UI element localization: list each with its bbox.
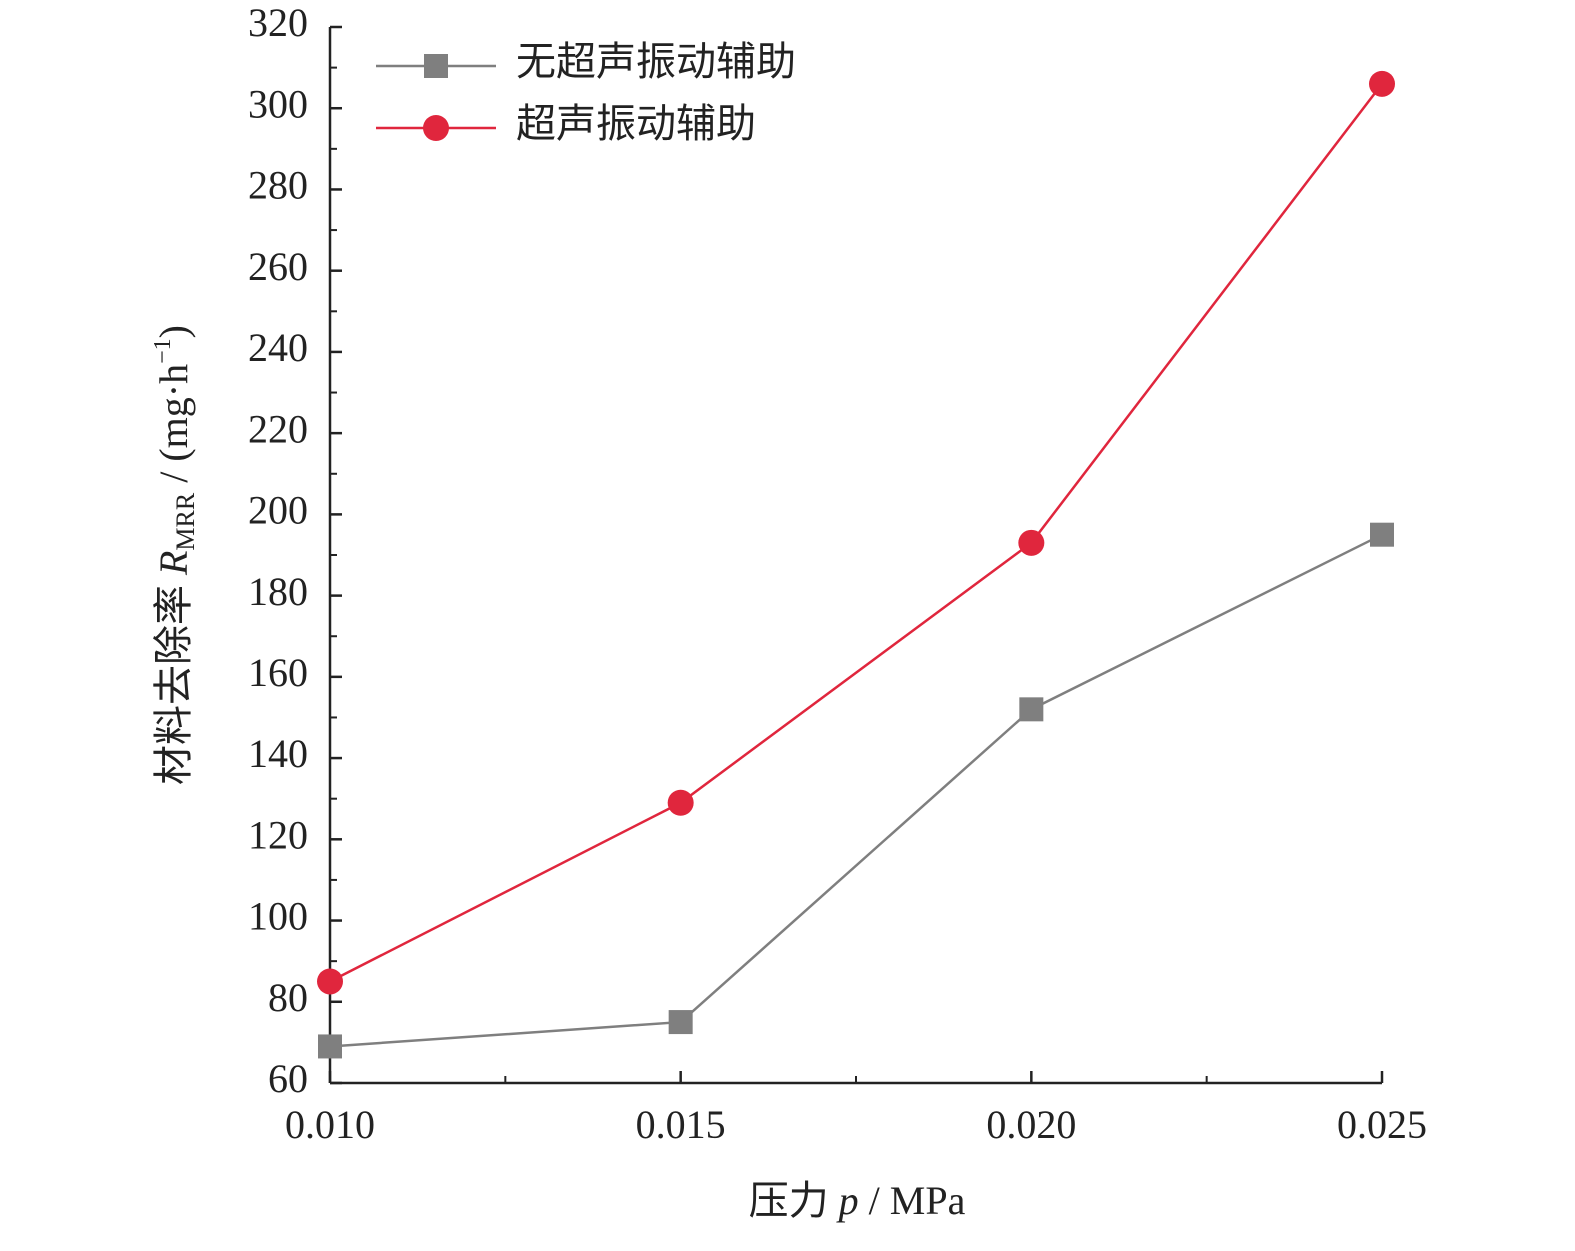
- marker: [1019, 697, 1044, 722]
- y-tick-label: 320: [248, 0, 308, 45]
- marker: [667, 789, 694, 816]
- y-label-name: 材料去除率: [151, 575, 196, 785]
- x-tick-label: 0.025: [1337, 1102, 1427, 1147]
- marker: [1018, 529, 1045, 556]
- legend-label: 超声振动辅助: [516, 101, 756, 146]
- series-line: [329, 83, 1383, 983]
- legend-marker: [424, 54, 448, 78]
- legend-marker: [423, 115, 449, 141]
- legend-label: 无超声振动辅助: [516, 39, 796, 84]
- marker: [318, 1034, 342, 1059]
- y-tick-label: 280: [248, 163, 308, 208]
- y-tick-label: 120: [248, 812, 308, 857]
- y-tick-label: 300: [248, 81, 308, 126]
- y-tick-label: 240: [248, 325, 308, 370]
- y-tick-label: 220: [248, 406, 308, 451]
- y-label-sub: MRR: [171, 492, 200, 550]
- y-axis-label: 材料去除率 RMRR / (mg·h−1): [150, 325, 200, 785]
- y-label-close: ): [151, 325, 196, 338]
- y-label-sup: −1: [150, 338, 176, 364]
- x-tick-label: 0.020: [986, 1102, 1076, 1147]
- y-tick-label: 200: [248, 488, 308, 533]
- y-tick-label: 180: [248, 569, 308, 614]
- marker: [1370, 522, 1394, 547]
- y-label-var: R: [151, 551, 196, 576]
- marker: [668, 1010, 693, 1035]
- y-label-unit: / (mg·h: [151, 364, 196, 493]
- y-tick-label: 160: [248, 650, 308, 695]
- x-tick-label: 0.010: [285, 1102, 375, 1147]
- x-label-name: 压力: [749, 1178, 839, 1223]
- x-label-unit: / MPa: [859, 1178, 966, 1223]
- marker: [1369, 70, 1395, 97]
- y-tick-label: 100: [248, 894, 308, 939]
- marker: [317, 968, 343, 995]
- y-tick-label: 260: [248, 244, 308, 289]
- x-axis-label: 压力 p / MPa: [749, 1178, 966, 1223]
- y-tick-label: 80: [268, 975, 308, 1020]
- series-line: [329, 533, 1383, 1048]
- y-tick-label: 60: [268, 1056, 308, 1101]
- y-tick-label: 140: [248, 731, 308, 776]
- x-label-var: p: [836, 1178, 859, 1223]
- x-tick-label: 0.015: [636, 1102, 726, 1147]
